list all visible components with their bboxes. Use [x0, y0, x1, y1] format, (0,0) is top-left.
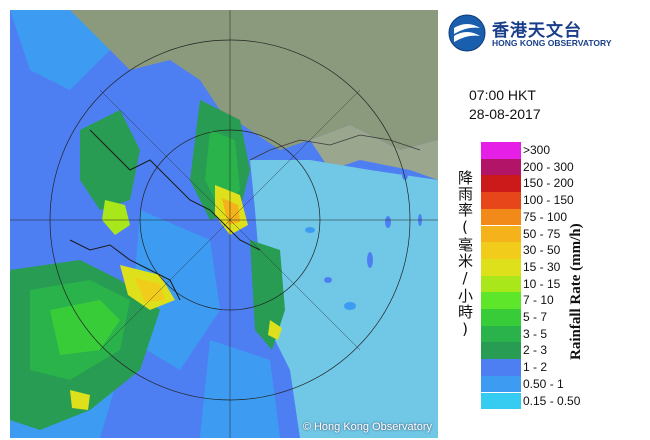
- timestamp-date: 28-08-2017: [469, 106, 541, 122]
- legend-label: 0.15 - 0.50: [523, 393, 581, 408]
- legend-label: 30 - 50: [523, 243, 561, 258]
- legend-swatch: [481, 242, 521, 259]
- legend-label: 200 - 300: [523, 159, 574, 174]
- radar-map[interactable]: © Hong Kong Observatory: [10, 10, 438, 438]
- legend-item: 30 - 50: [481, 242, 591, 259]
- legend-item: 5 - 7: [481, 309, 591, 326]
- legend-label: 2 - 3: [523, 343, 548, 358]
- legend-label: >300: [523, 143, 551, 157]
- legend-swatch: [481, 375, 521, 393]
- legend-item: 10 - 15: [481, 275, 591, 293]
- legend-item: 1 - 2: [481, 359, 591, 376]
- legend-swatch: [481, 392, 521, 410]
- legend-label: 15 - 30: [523, 259, 561, 274]
- legend-label: 3 - 5: [523, 326, 548, 341]
- legend-label: 1 - 2: [523, 360, 548, 375]
- legend-item: 100 - 150: [481, 192, 591, 209]
- legend-label: 0.50 - 1: [523, 376, 564, 391]
- legend-item: 0.15 - 0.50: [481, 392, 591, 410]
- legend-swatch: [481, 142, 521, 159]
- legend-swatch: [481, 208, 521, 226]
- legend-swatch: [481, 292, 521, 309]
- legend-label: 75 - 100: [523, 209, 568, 224]
- organization-name-en: HONG KONG OBSERVATORY: [492, 38, 612, 48]
- legend-label: 10 - 15: [523, 276, 561, 291]
- legend-item: 150 - 200: [481, 175, 591, 193]
- legend-title-zh: 降雨率(毫米/小時): [456, 170, 474, 339]
- legend-label: 100 - 150: [523, 193, 574, 208]
- legend-swatch: [481, 258, 521, 276]
- legend-item: 7 - 10: [481, 292, 591, 309]
- legend-swatch: [481, 225, 521, 243]
- legend-swatch: [481, 175, 521, 193]
- legend-swatch: [481, 359, 521, 376]
- legend-item: 50 - 75: [481, 225, 591, 243]
- legend-item: 0.50 - 1: [481, 375, 591, 393]
- legend-swatch: [481, 275, 521, 293]
- legend-item: 75 - 100: [481, 208, 591, 226]
- legend-swatch: [481, 325, 521, 343]
- legend-swatch: [481, 158, 521, 176]
- rainfall-legend: >300 200 - 300 150 - 200 100 - 150 75 - 100 5…: [481, 142, 591, 412]
- legend-swatch: [481, 309, 521, 326]
- observatory-emblem-icon: [448, 14, 486, 52]
- copyright-text: © Hong Kong Observatory: [302, 421, 432, 433]
- timestamp: 07:00 HKT 28-08-2017: [469, 86, 541, 124]
- legend-label: 50 - 75: [523, 226, 561, 241]
- legend-item: 3 - 5: [481, 325, 591, 343]
- legend-item: 15 - 30: [481, 258, 591, 276]
- legend-item: 2 - 3: [481, 342, 591, 360]
- legend-item: >300: [481, 142, 591, 159]
- legend-swatch: [481, 342, 521, 360]
- legend-item: 200 - 300: [481, 158, 591, 176]
- observatory-logo: 香港天文台 HONG KONG OBSERVATORY: [448, 14, 648, 54]
- legend-label: 7 - 10: [523, 293, 554, 308]
- timestamp-time: 07:00 HKT: [469, 87, 536, 103]
- legend-label: 150 - 200: [523, 176, 574, 191]
- organization-name-zh: 香港天文台: [492, 21, 582, 41]
- legend-label: 5 - 7: [523, 310, 548, 324]
- legend-swatch: [481, 192, 521, 209]
- radar-imagery: [10, 10, 438, 438]
